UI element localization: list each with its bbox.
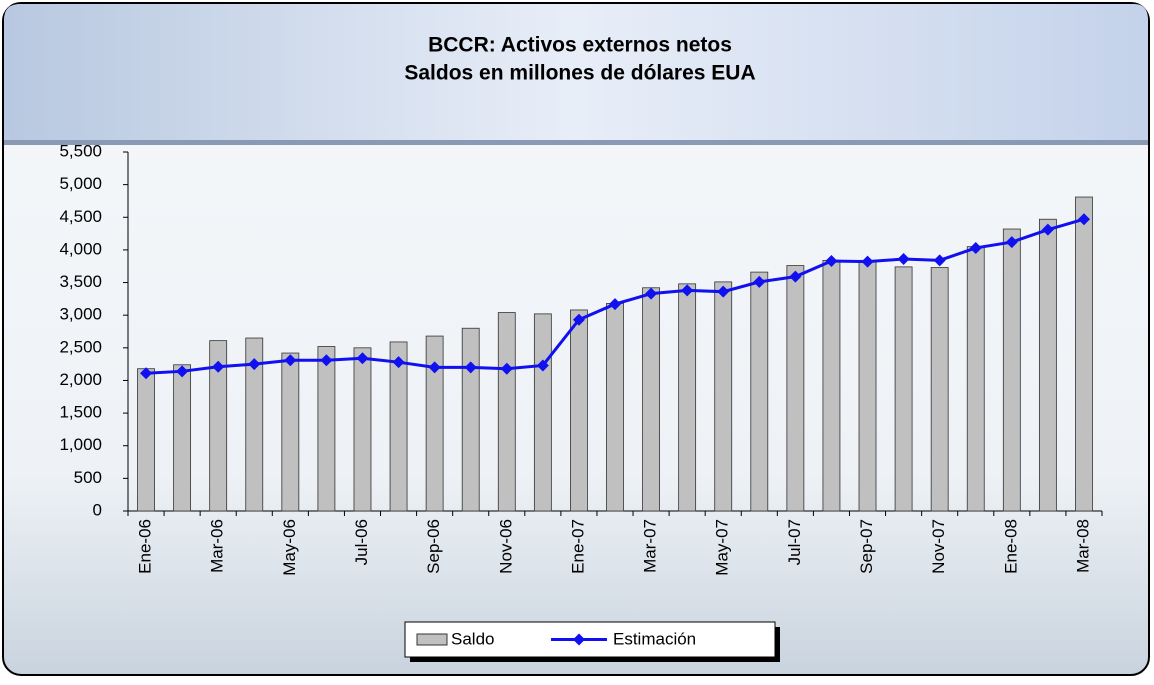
chart-title: BCCR: Activos externos netos — [428, 34, 732, 57]
bar — [353, 347, 372, 512]
y-tick-label: 2,500 — [59, 337, 102, 356]
marker — [176, 365, 189, 378]
legend-label: Saldo — [451, 629, 494, 648]
bar — [822, 259, 841, 512]
bar — [425, 335, 444, 512]
x-tick-label: Ene-08 — [1001, 519, 1020, 574]
x-tick-label: Jul-07 — [785, 519, 804, 565]
marker — [572, 313, 585, 326]
x-tick-label: Ene-06 — [136, 519, 155, 574]
marker — [753, 275, 766, 288]
x-tick-label: Nov-06 — [496, 519, 515, 574]
y-tick-label: 5,500 — [59, 141, 102, 160]
marker — [536, 359, 549, 372]
x-tick-label: May-07 — [713, 519, 732, 576]
bar — [570, 309, 588, 512]
marker — [212, 360, 225, 373]
bar — [533, 313, 552, 512]
marker — [969, 241, 982, 254]
x-tick-label: Jul-06 — [352, 519, 371, 565]
chart-subtitle: Saldos en millones de dólares EUA — [404, 62, 755, 85]
bar — [1075, 196, 1093, 512]
y-tick-label: 1,000 — [59, 435, 102, 454]
bar — [1038, 218, 1057, 512]
marker — [717, 285, 730, 298]
x-tick-label: Sep-07 — [857, 519, 876, 574]
legend-swatch — [416, 633, 448, 646]
bar — [642, 287, 660, 512]
x-tick-label: Sep-06 — [424, 519, 443, 574]
marker — [1041, 223, 1054, 236]
bar — [209, 340, 228, 512]
marker — [248, 358, 261, 371]
bar — [1002, 228, 1021, 512]
bar — [858, 259, 877, 512]
x-tick-label: Mar-08 — [1073, 519, 1092, 573]
y-tick-label: 1,500 — [59, 403, 102, 422]
bar — [750, 271, 769, 512]
y-tick-label: 5,000 — [59, 174, 102, 193]
y-tick-label: 2,000 — [59, 370, 102, 389]
bar — [966, 246, 985, 512]
header-band — [4, 4, 1148, 142]
marker — [933, 254, 946, 267]
marker — [284, 354, 297, 367]
marker — [825, 255, 838, 268]
marker — [500, 362, 513, 375]
x-tick-label: May-06 — [280, 519, 299, 576]
legend-marker — [573, 633, 585, 646]
bar — [245, 337, 264, 512]
bar — [606, 303, 624, 512]
y-tick-label: 0 — [93, 500, 102, 519]
bar — [497, 312, 516, 512]
x-tick-label: Ene-07 — [568, 519, 587, 574]
marker — [681, 284, 694, 297]
x-tick-label: Mar-06 — [208, 519, 227, 573]
bar — [389, 341, 408, 512]
marker — [897, 253, 910, 266]
marker — [428, 361, 441, 374]
y-tick-label: 500 — [74, 468, 102, 487]
bar — [173, 364, 192, 512]
marker — [392, 356, 405, 369]
marker — [861, 255, 874, 268]
marker — [1005, 236, 1018, 249]
y-tick-label: 3,500 — [59, 272, 102, 291]
bar — [678, 283, 697, 512]
bar — [930, 267, 949, 512]
bar — [714, 281, 733, 512]
marker — [609, 298, 621, 311]
bar — [281, 352, 300, 512]
y-tick-label: 4,500 — [59, 207, 102, 226]
marker — [356, 352, 369, 365]
x-tick-label: Mar-07 — [641, 519, 660, 573]
marker — [1077, 213, 1090, 226]
marker — [789, 270, 802, 283]
bar — [786, 265, 805, 512]
bar — [461, 327, 480, 512]
marker — [645, 287, 658, 300]
legend-label: Estimación — [613, 629, 696, 648]
header-rule — [4, 140, 1148, 145]
bar — [894, 266, 913, 512]
marker — [140, 367, 153, 380]
x-tick-label: Nov-07 — [929, 519, 948, 574]
bar — [137, 368, 155, 512]
y-tick-label: 3,000 — [59, 305, 102, 324]
bar — [317, 346, 336, 512]
y-tick-label: 4,000 — [59, 239, 102, 258]
marker — [320, 354, 333, 367]
marker — [464, 361, 477, 374]
